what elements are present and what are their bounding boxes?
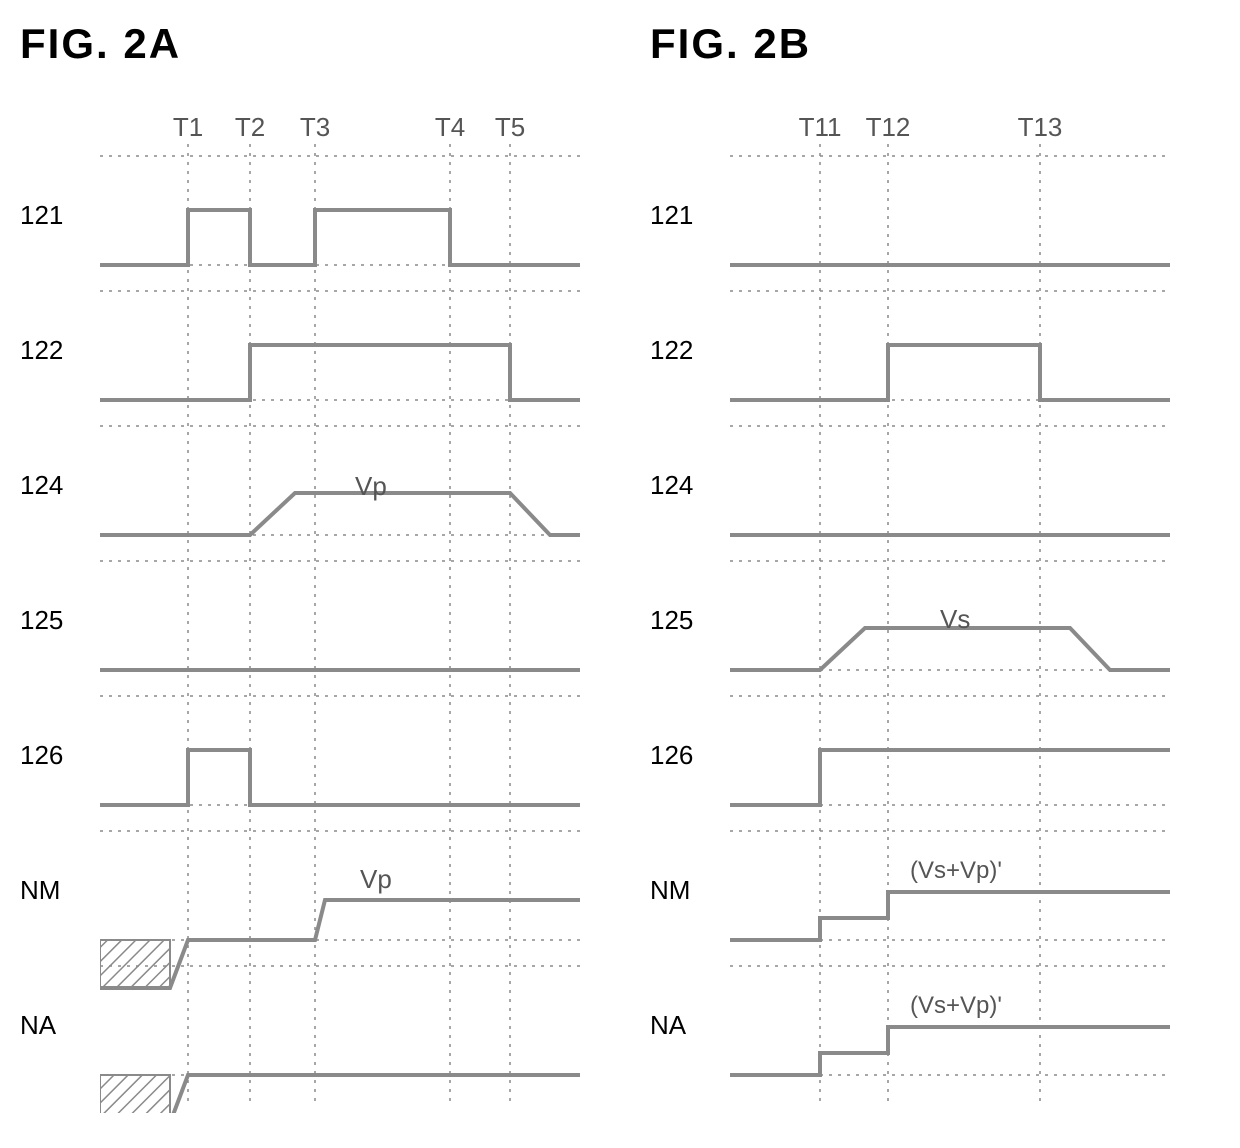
svg-text:T1: T1	[173, 112, 203, 142]
row-label-122: 122	[650, 283, 730, 418]
row-label-NA: NA	[650, 958, 730, 1093]
svg-text:Vs: Vs	[940, 604, 970, 634]
row-label-125: 125	[650, 553, 730, 688]
svg-text:T12: T12	[866, 112, 911, 142]
fig-2a-title: FIG. 2A	[20, 20, 590, 68]
row-label-124: 124	[20, 418, 100, 553]
svg-text:T13: T13	[1018, 112, 1063, 142]
row-label-122: 122	[20, 283, 100, 418]
svg-text:Vp: Vp	[360, 864, 392, 894]
fig-2b-svg: T11 T12 T13 Vs (Vs+Vp)' (Vs+Vp)'	[730, 98, 1170, 1113]
fig-2a-svg: T1 T2 T3 T4 T5 Vp Vp	[100, 98, 580, 1113]
row-label-121: 121	[20, 148, 100, 283]
fig-2a-wrap: 121122124125126NMNA T1 T2 T3 T4 T5 Vp Vp	[20, 98, 590, 1118]
fig-2b-title: FIG. 2B	[650, 20, 1220, 68]
svg-text:(Vs+Vp)': (Vs+Vp)'	[910, 992, 1002, 1019]
fig-2b-wrap: 121122124125126NMNA T11 T12 T13 Vs (Vs+Vp)' (…	[650, 98, 1220, 1118]
svg-text:T11: T11	[799, 112, 842, 142]
fig-2b-row-labels: 121122124125126NMNA	[650, 98, 730, 1118]
fig-2a-chart: T1 T2 T3 T4 T5 Vp Vp	[100, 98, 590, 1118]
row-label-NM: NM	[20, 823, 100, 958]
svg-text:T3: T3	[300, 112, 330, 142]
row-label-124: 124	[650, 418, 730, 553]
svg-text:T4: T4	[435, 112, 465, 142]
figure-2a: FIG. 2A 121122124125126NMNA T1 T2 T3 T4 T5 Vp…	[20, 20, 590, 1118]
svg-text:Vp: Vp	[355, 471, 387, 501]
row-label-NM: NM	[650, 823, 730, 958]
svg-text:T2: T2	[235, 112, 265, 142]
row-label-126: 126	[20, 688, 100, 823]
figure-2b: FIG. 2B 121122124125126NMNA T11 T12 T13 Vs (…	[650, 20, 1220, 1118]
row-label-125: 125	[20, 553, 100, 688]
figures-container: FIG. 2A 121122124125126NMNA T1T2T3T4T5Vp…	[20, 20, 1220, 1118]
fig-2a-row-labels: 121122124125126NMNA	[20, 98, 100, 1118]
row-label-126: 126	[650, 688, 730, 823]
row-label-NA: NA	[20, 958, 100, 1093]
row-label-121: 121	[650, 148, 730, 283]
fig-2b-chart: T11 T12 T13 Vs (Vs+Vp)' (Vs+Vp)'	[730, 98, 1220, 1118]
svg-text:T5: T5	[495, 112, 525, 142]
svg-text:(Vs+Vp)': (Vs+Vp)'	[910, 857, 1002, 884]
